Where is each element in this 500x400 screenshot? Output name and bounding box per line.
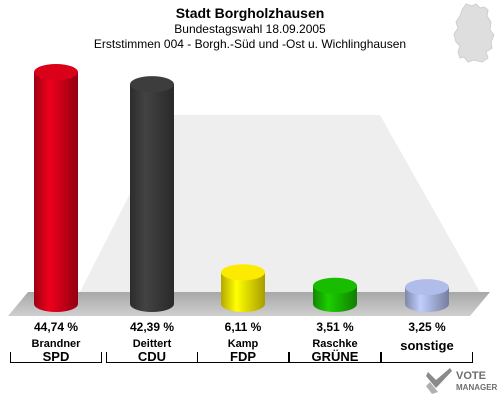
bar-chart	[8, 64, 490, 316]
bar-top	[130, 76, 174, 93]
value-label: 44,74 %	[33, 320, 79, 334]
bar-top	[34, 64, 78, 80]
candidate-label: Brandner	[31, 338, 81, 350]
value-label: 42,39 %	[129, 320, 175, 334]
party-label: GRÜNE	[311, 349, 359, 364]
bar-body	[34, 72, 78, 312]
chart-subtitle-district: Erststimmen 004 - Borgh.-Süd und -Ost u.…	[93, 37, 407, 51]
party-label: sonstige	[400, 338, 454, 353]
vote-manager-logo-line2: MANAGER	[456, 383, 498, 392]
category-bracket	[289, 352, 381, 363]
category-bracket	[10, 352, 102, 363]
bar-body	[130, 84, 174, 312]
bar-sonstige	[405, 279, 449, 312]
category-bracket	[197, 352, 289, 363]
germany-map-icon	[453, 3, 495, 63]
value-label: 3,51 %	[316, 320, 354, 334]
party-label: FDP	[230, 349, 256, 364]
bar-body	[221, 272, 265, 312]
vote-manager-logo-line1: VOTE	[456, 370, 486, 382]
party-label: SPD	[42, 349, 70, 364]
bar-top	[221, 264, 265, 281]
value-label: 3,25 %	[408, 320, 446, 334]
candidate-label: Deittert	[132, 338, 172, 350]
chart-subtitle: Bundestagswahl 18.09.2005	[174, 22, 326, 36]
category-bracket	[106, 352, 198, 363]
chart-shadow-wall	[80, 115, 480, 292]
bar-cdu	[130, 76, 174, 312]
bar-fdp	[221, 264, 265, 312]
vote-manager-logo-icon	[426, 368, 452, 394]
value-label: 6,11 %	[224, 320, 262, 334]
candidate-label: Raschke	[312, 338, 358, 350]
candidate-label: Kamp	[227, 338, 259, 350]
bar-top	[405, 279, 449, 296]
bar-top	[313, 277, 357, 294]
party-label: CDU	[137, 349, 167, 364]
bar-grüne	[313, 277, 357, 312]
category-bracket	[381, 352, 473, 363]
bar-spd	[34, 64, 78, 312]
chart-title: Stadt Borgholzhausen	[175, 5, 325, 21]
